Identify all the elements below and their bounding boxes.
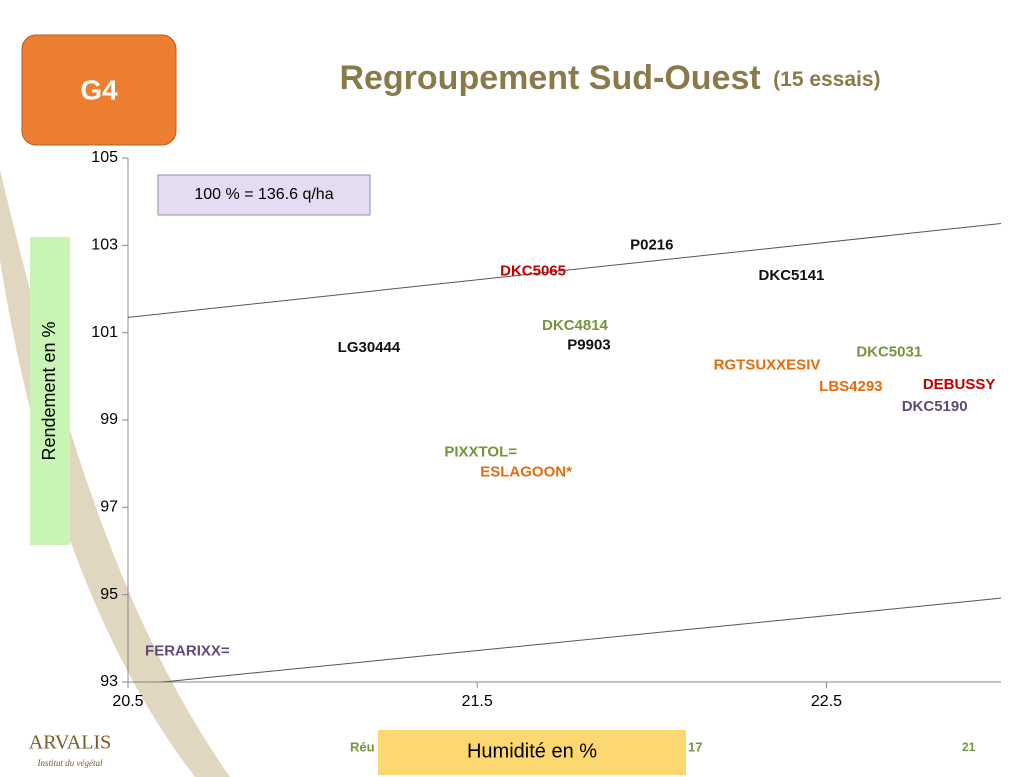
- point-label: DKC5065: [500, 263, 566, 280]
- point-label: P0216: [630, 236, 673, 253]
- point-label: FERARIXX=: [145, 642, 230, 659]
- y-tick-label: 105: [91, 149, 118, 166]
- point-label: LG30444: [338, 339, 401, 356]
- chart-title: Regroupement Sud-Ouest: [339, 59, 760, 97]
- point-label: DKC5141: [759, 267, 825, 284]
- x-label-box: [378, 730, 686, 775]
- chart-subtitle: (15 essais): [773, 68, 880, 91]
- y-label-box: [30, 237, 70, 545]
- annotation: 100 % = 136.6 q/ha: [194, 186, 333, 203]
- footer-left: Réu: [350, 739, 375, 754]
- y-axis-label: Rendement en %: [39, 321, 59, 460]
- point-label: DEBUSSY: [923, 376, 996, 393]
- point-label: ESLAGOON*: [480, 463, 572, 480]
- y-tick-label: 103: [91, 237, 118, 254]
- y-tick-label: 99: [100, 411, 118, 428]
- point-label: P9903: [567, 337, 610, 354]
- point-label: LBS4293: [819, 378, 882, 395]
- y-tick-label: 95: [100, 586, 118, 603]
- logo-sub: Institut du végétal: [37, 758, 103, 768]
- footer-right: 17: [688, 739, 702, 754]
- annotation-box: [157, 174, 371, 216]
- y-tick-label: 101: [91, 324, 118, 341]
- point-label: DKC4814: [542, 317, 609, 334]
- point-label: PIXXTOL=: [444, 444, 517, 461]
- y-tick-label: 97: [100, 499, 118, 516]
- title: Regroupement Sud-Ouest (15 essais): [339, 59, 880, 97]
- x-axis-label: Humidité en %: [467, 740, 597, 762]
- point-label: RGTSUXXESIV: [714, 356, 821, 373]
- x-tick-label: 22.5: [811, 693, 842, 710]
- y-tick-label: 93: [100, 673, 118, 690]
- badge: [21, 34, 177, 146]
- trend-line: [128, 223, 1001, 318]
- point-label: DKC5190: [902, 398, 968, 415]
- logo: ARVALIS: [29, 732, 112, 754]
- trend-line: [157, 597, 1001, 682]
- badge-text: G4: [80, 74, 118, 105]
- x-tick-label: 21.5: [462, 693, 493, 710]
- page-number: 21: [962, 740, 976, 754]
- point-label: DKC5031: [856, 343, 922, 360]
- x-tick-label: 20.5: [112, 693, 143, 710]
